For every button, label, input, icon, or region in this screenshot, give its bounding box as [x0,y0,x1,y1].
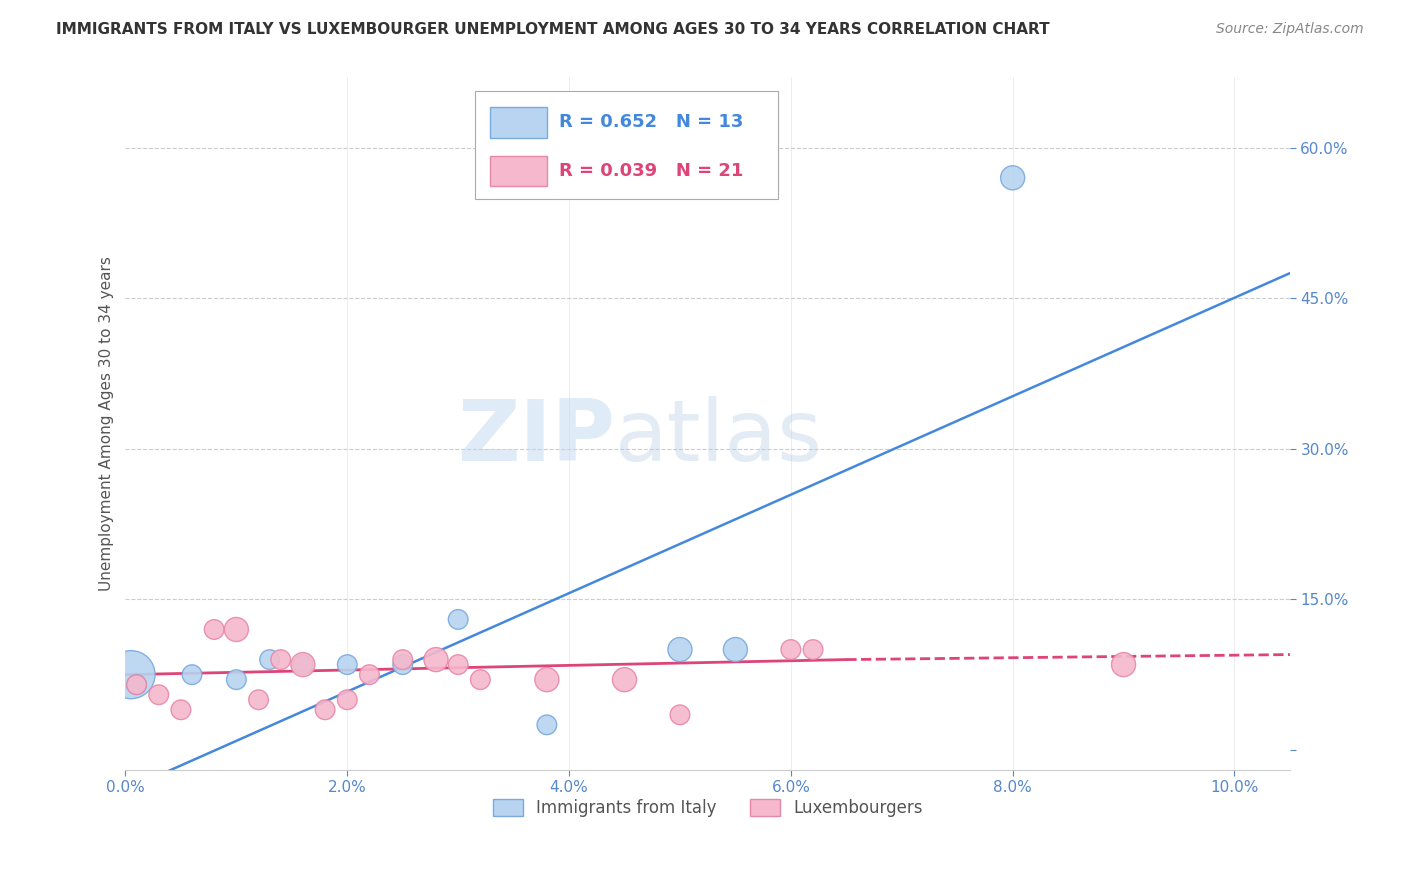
Legend: Immigrants from Italy, Luxembourgers: Immigrants from Italy, Luxembourgers [486,792,929,824]
Text: atlas: atlas [614,396,823,479]
Text: ZIP: ZIP [457,396,614,479]
Point [536,673,558,687]
Point [447,612,470,626]
Point [202,623,225,637]
Text: R = 0.039   N = 21: R = 0.039 N = 21 [558,162,742,180]
FancyBboxPatch shape [475,91,778,199]
Point [724,642,747,657]
Point [247,692,270,706]
Point [270,652,292,666]
Point [336,692,359,706]
Point [336,657,359,672]
Point [1112,657,1135,672]
Point [470,673,492,687]
Point [125,678,148,692]
Text: R = 0.652   N = 13: R = 0.652 N = 13 [558,113,742,131]
Point [148,688,170,702]
Point [314,703,336,717]
Point [613,673,636,687]
Point [425,652,447,666]
Point [1001,170,1024,185]
Point [125,678,148,692]
Point [291,657,314,672]
Point [259,652,281,666]
Point [225,623,247,637]
Point [291,657,314,672]
Point [120,667,142,681]
Point [669,642,692,657]
Point [170,703,193,717]
Point [447,657,470,672]
Point [779,642,801,657]
Point [536,718,558,732]
Point [391,652,413,666]
FancyBboxPatch shape [489,156,547,186]
Y-axis label: Unemployment Among Ages 30 to 34 years: Unemployment Among Ages 30 to 34 years [100,256,114,591]
Point [359,667,381,681]
Text: Source: ZipAtlas.com: Source: ZipAtlas.com [1216,22,1364,37]
Point [391,657,413,672]
Point [669,707,692,722]
Point [225,673,247,687]
Point [801,642,824,657]
FancyBboxPatch shape [489,107,547,137]
Point [181,667,204,681]
Text: IMMIGRANTS FROM ITALY VS LUXEMBOURGER UNEMPLOYMENT AMONG AGES 30 TO 34 YEARS COR: IMMIGRANTS FROM ITALY VS LUXEMBOURGER UN… [56,22,1050,37]
